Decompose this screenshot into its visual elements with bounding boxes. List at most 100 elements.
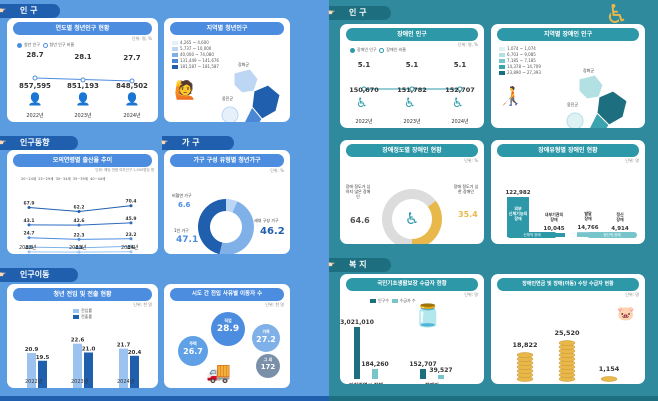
legend: 청년 인구 청년 인구 비율 xyxy=(17,42,74,48)
unit-label: 단위: 명, % xyxy=(131,36,152,41)
rate-label: 28.1 xyxy=(74,53,92,61)
year-label: 2022년 xyxy=(25,379,43,385)
migration-bar-chart: 20.9 19.5 22.6 21.0 21.720.4 xyxy=(25,338,142,388)
region-south xyxy=(588,112,610,128)
year-label: 2023년 xyxy=(74,113,92,119)
series-point xyxy=(27,250,31,254)
series-point xyxy=(27,205,31,209)
bar-out xyxy=(38,360,47,388)
map-legend: 1,074 ~ 1,074 6,703 ~ 9,085 7,185 ~ 7,18… xyxy=(499,46,541,76)
year-label: 2024년 xyxy=(451,119,469,125)
data-label: 22.3 xyxy=(73,232,84,238)
rate-label: 5.1 xyxy=(357,61,371,69)
person-icon: 👤 xyxy=(124,92,140,106)
bar-category: 장애 xyxy=(550,216,558,222)
truck-icon: 🚚 xyxy=(206,360,231,384)
region-ongjin xyxy=(221,106,239,122)
reason-bubble-family: 가족 27.2 xyxy=(252,324,280,352)
reason-bubble-other: 그 외 172 xyxy=(256,354,280,378)
bar-label: 39,527 xyxy=(429,367,452,374)
wheelchair-icon: ♿ xyxy=(452,96,464,111)
dis-type-card: 장애유형별 장애인 현황 단위: 명 122,982 외부 신체기능의 장애 10,04… xyxy=(491,140,645,244)
year-label: 2022년 xyxy=(19,245,37,251)
person-cane-illustration: 🧑‍🦯 xyxy=(499,86,522,107)
series-point xyxy=(27,236,31,240)
donut-value: 6.6 xyxy=(178,201,191,209)
donut-label: 1인 가구 xyxy=(174,228,189,233)
data-label: 24.7 xyxy=(23,231,34,237)
region-disabled-card: 지역별 장애인 인구 1,074 ~ 1,074 6,703 ~ 9,085 7… xyxy=(491,24,645,128)
bar-category: 장애 xyxy=(514,215,522,221)
donut-slice xyxy=(198,199,226,254)
rate-label: 5.1 xyxy=(405,61,419,69)
series-point xyxy=(129,221,133,225)
bar-category: 장애 xyxy=(584,215,592,221)
donut-label: 장애 정도가 심하지 않은 장애인 xyxy=(345,184,371,199)
pointing-hand-icon: ☛ xyxy=(0,138,7,147)
bar-label: 21.0 xyxy=(82,347,96,353)
unit-label: 단위: 명 xyxy=(625,292,639,297)
year-label: 2024년 xyxy=(121,245,139,251)
bar-label: 184,260 xyxy=(361,361,388,368)
bottom-bar xyxy=(0,396,329,401)
count-label: 151,782 xyxy=(397,86,427,94)
series-point xyxy=(129,204,133,208)
reason-bubble-job: 직업 28.9 xyxy=(211,312,245,346)
card-title: 장애인 인구 xyxy=(346,28,478,41)
donut-slice xyxy=(226,199,238,213)
donut-value: 46.2 xyxy=(260,226,285,237)
region-south xyxy=(243,106,263,122)
donut-slice xyxy=(382,189,436,244)
piggy-bank-icon: 🐷 xyxy=(617,306,635,322)
disabled-pop-card: 장애인 인구 단위: 명, % 장애인 인구 장애인 비율 5.1 5.1 5.… xyxy=(340,24,484,128)
person-icon: 👤 xyxy=(27,92,43,106)
data-label: 45.9 xyxy=(125,216,136,222)
bar-label: 18,822 xyxy=(512,341,537,349)
region-gangwha xyxy=(578,74,604,100)
map-label: 강화군 xyxy=(238,62,250,67)
section-disabled-pop: ☛ 인 구 xyxy=(328,6,391,20)
bar-label: 21.7 xyxy=(117,343,131,349)
unit-label: 단위: 명, % xyxy=(457,42,478,47)
bl-bar xyxy=(372,369,378,379)
bar-category: 장애인 xyxy=(425,382,439,384)
year-label: 2022년 xyxy=(355,119,373,125)
severity-donut: ♿ xyxy=(382,189,442,244)
basic-living-card: 국민기초생활보장 수급자 현황 단위: 명 인구수 수급자 수 3,021,01… xyxy=(340,274,484,384)
unit-label: 단위: 명 xyxy=(464,292,478,297)
legend: 장애인 인구 장애인 비율 xyxy=(350,47,406,53)
bar-category: 신체기능의 xyxy=(509,210,528,216)
section-migration: ☛ 인구이동 xyxy=(0,268,78,282)
migration-card: 청년 전입 및 전출 현황 단위: 천 명 전입률 전출률 20.9 19.5 22.… xyxy=(7,284,158,388)
section-pop-trend: ☛ 인구동향 xyxy=(0,136,78,150)
pointing-hand-icon: ☛ xyxy=(328,260,336,269)
series-point xyxy=(77,237,81,241)
series-point xyxy=(27,245,31,249)
coin xyxy=(558,340,576,346)
bar-label: 20.4 xyxy=(128,350,142,356)
legend-mental: 정신적 장애 xyxy=(587,232,637,238)
count-label: 848,502 xyxy=(116,82,148,90)
count-label: 851,193 xyxy=(67,82,99,90)
donut-value: 35.4 xyxy=(458,210,478,219)
birth-card: 모의연령별 출산율 추이 단위: 해당 연령 여자인구 1,000명당 명 20… xyxy=(7,150,158,254)
wheelchair-icon: ♿ xyxy=(356,96,368,111)
bar-category: 내부기관의 xyxy=(545,211,564,217)
count-label: 150,670 xyxy=(349,86,379,94)
section-welfare: ☛ 복 지 xyxy=(328,258,391,272)
birth-line-chart: 67.9 43.1 24.7 4.5 62.2 42.6 22.3 4.1 70.4 45.9 23… xyxy=(23,199,137,254)
bar-label: 22.6 xyxy=(71,338,85,344)
bar-category: 정신 xyxy=(616,211,624,217)
series-point xyxy=(77,246,81,250)
card-title: 연도별 청년인구 현황 xyxy=(13,22,152,35)
unit-label: 단위: % xyxy=(270,168,284,173)
bar-label: 3,021,010 xyxy=(340,319,374,326)
wheelchair-illustration: ♿ xyxy=(605,0,629,30)
unit-label: 단위: 천 명 xyxy=(265,302,284,307)
bar-label: 122,982 xyxy=(505,190,530,196)
bar-category: 인천광역시 전체 xyxy=(349,382,383,384)
card-title: 국민기초생활보장 수급자 현황 xyxy=(346,278,478,291)
data-label: 4.6 xyxy=(127,245,135,251)
